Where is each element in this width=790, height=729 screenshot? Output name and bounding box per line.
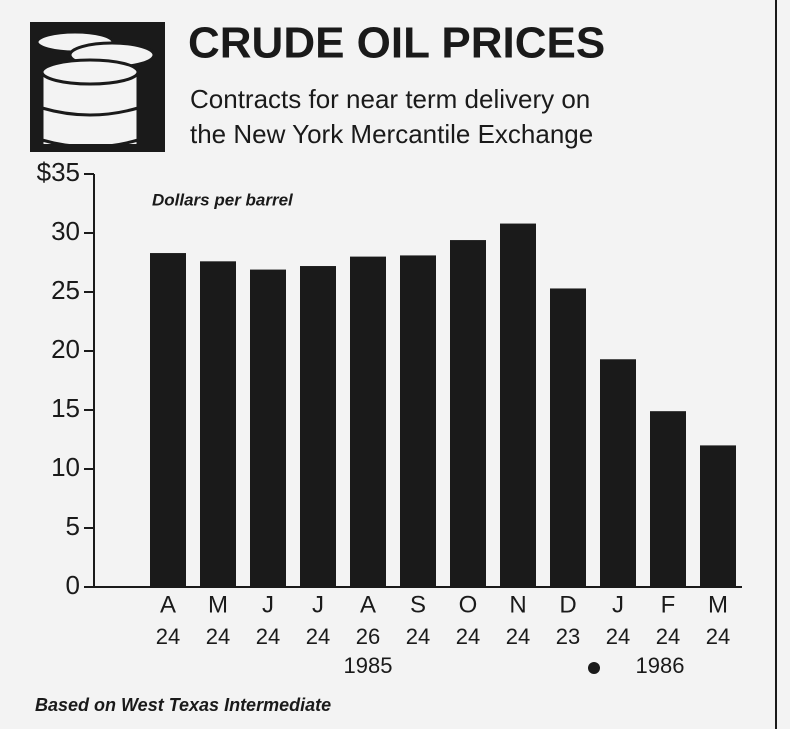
bar (550, 288, 586, 587)
x-tick-label: J (312, 591, 324, 618)
bar (350, 257, 386, 587)
x-day-label: 23 (556, 624, 580, 649)
year-marker (588, 662, 600, 674)
bar (250, 270, 286, 587)
chart-title: CRUDE OIL PRICES (188, 19, 605, 68)
x-tick-label: A (360, 591, 376, 618)
x-tick-label: F (661, 591, 676, 618)
x-tick-label: D (559, 591, 576, 618)
x-tick-label: M (208, 591, 228, 618)
x-day-label: 24 (406, 624, 430, 649)
bar (400, 255, 436, 587)
x-day-label: 24 (506, 624, 530, 649)
x-day-label: 26 (356, 624, 380, 649)
x-tick-label: J (612, 591, 624, 618)
bar (650, 411, 686, 587)
x-day-label: 24 (206, 624, 230, 649)
x-day-label: 24 (706, 624, 730, 649)
x-day-label: 24 (256, 624, 280, 649)
x-tick-label: A (160, 591, 176, 618)
x-day-label: 24 (156, 624, 180, 649)
bar (300, 266, 336, 587)
bar (500, 224, 536, 587)
bar (200, 261, 236, 587)
y-tick-label: 20 (51, 334, 80, 364)
year-label: 1986 (636, 653, 685, 678)
y-tick-label: 10 (51, 452, 80, 482)
bar (700, 445, 736, 587)
x-day-label: 24 (456, 624, 480, 649)
page: CRUDE OIL PRICES Contracts for near term… (0, 0, 790, 729)
y-tick-label: 25 (51, 275, 80, 305)
bar (150, 253, 186, 587)
y-tick-label: 5 (66, 511, 80, 541)
chart: CRUDE OIL PRICES Contracts for near term… (0, 0, 790, 729)
note: Based on West Texas Intermediate (35, 695, 331, 715)
x-tick-label: J (262, 591, 274, 618)
y-axis-label: Dollars per barrel (152, 190, 294, 209)
x-day-label: 24 (656, 624, 680, 649)
x-day-label: 24 (606, 624, 630, 649)
x-day-label: 24 (306, 624, 330, 649)
y-tick-label: 15 (51, 393, 80, 423)
y-tick-label: 30 (51, 216, 80, 246)
bar (600, 359, 636, 587)
subtitle: Contracts for near term delivery on (190, 84, 590, 114)
x-tick-label: N (509, 591, 526, 618)
y-tick-label: 0 (66, 570, 80, 600)
year-label: 1985 (344, 653, 393, 678)
x-tick-label: M (708, 591, 728, 618)
x-tick-label: S (410, 591, 426, 618)
bar (450, 240, 486, 587)
y-tick-label: $35 (37, 157, 80, 187)
barrel-icon (30, 22, 165, 152)
subtitle: the New York Mercantile Exchange (190, 119, 593, 149)
x-tick-label: O (459, 591, 478, 618)
